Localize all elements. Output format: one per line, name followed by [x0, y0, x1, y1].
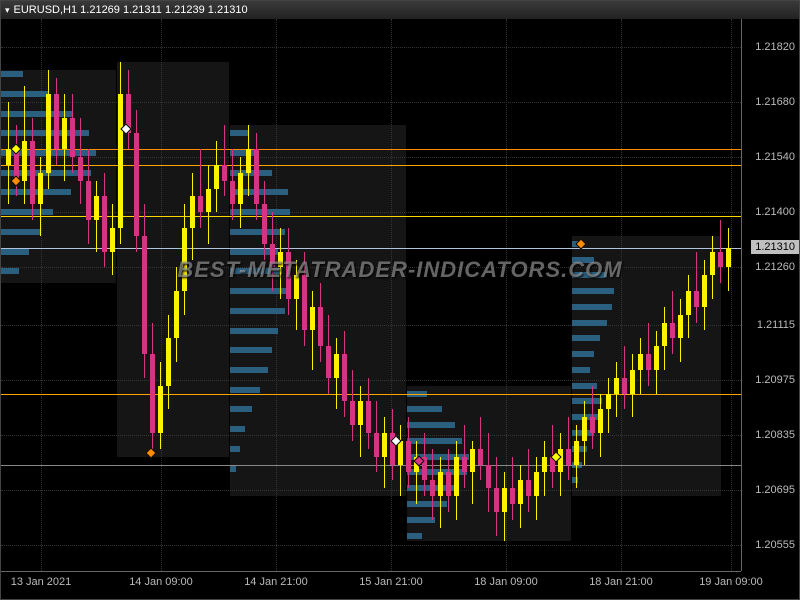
- price-tick: 1.21680: [755, 96, 795, 108]
- time-tick: 19 Jan 09:00: [699, 576, 763, 588]
- volume-profile-bar: [407, 501, 447, 507]
- volume-profile-bar: [230, 426, 245, 432]
- volume-profile-bar: [230, 446, 240, 452]
- volume-profile-bar: [230, 268, 282, 274]
- price-tick: 1.21400: [755, 206, 795, 218]
- price-tick: 1.21540: [755, 151, 795, 163]
- volume-profile-bar: [230, 308, 285, 314]
- volume-profile-bar: [1, 229, 41, 235]
- volume-profile-bar: [407, 406, 442, 412]
- price-tick: 1.20695: [755, 484, 795, 496]
- volume-profile-bar: [230, 387, 260, 393]
- horizontal-line: [1, 149, 741, 150]
- volume-profile-bar: [572, 320, 607, 326]
- price-tick: 1.21115: [757, 319, 795, 331]
- chart-window: ▾ EURUSD,H1 1.21269 1.21311 1.21239 1.21…: [0, 0, 800, 600]
- volume-profile-bar: [572, 288, 614, 294]
- volume-profile-bar: [407, 533, 422, 539]
- volume-profile-bar: [1, 130, 89, 136]
- price-tick: 1.20555: [755, 539, 795, 551]
- volume-profile-bar: [572, 477, 578, 483]
- volume-profile-bar: [230, 367, 268, 373]
- volume-profile-bar: [1, 209, 53, 215]
- volume-profile-bar: [1, 111, 73, 117]
- price-tick: 1.20975: [755, 374, 795, 386]
- time-tick: 18 Jan 21:00: [589, 576, 653, 588]
- grid-line-h: [1, 47, 741, 48]
- volume-profile-bar: [230, 229, 285, 235]
- time-tick: 18 Jan 09:00: [474, 576, 538, 588]
- current-price-tag: 1.21310: [751, 240, 799, 254]
- volume-profile-bar: [572, 351, 594, 357]
- volume-profile-bar: [572, 335, 600, 341]
- volume-profile-bar: [572, 272, 607, 278]
- price-tick: 1.21260: [755, 261, 795, 273]
- time-axis: 13 Jan 2021 14 Jan 09:00 14 Jan 21:00 15 Ja…: [1, 571, 741, 599]
- chart-title: EURUSD,H1 1.21269 1.21311 1.21239 1.2131…: [14, 4, 248, 16]
- volume-profile-bar: [572, 304, 612, 310]
- horizontal-line: [1, 465, 741, 466]
- volume-profile-bar: [572, 367, 590, 373]
- time-tick: 15 Jan 21:00: [359, 576, 423, 588]
- volume-profile-bar: [230, 466, 236, 472]
- horizontal-line: [1, 165, 741, 166]
- volume-profile-bar: [1, 71, 23, 77]
- volume-profile-bar: [572, 383, 597, 389]
- price-tick: 1.20835: [755, 429, 795, 441]
- volume-profile-bar: [230, 130, 248, 136]
- volume-profile-bar: [407, 517, 435, 523]
- price-axis: 1.21820 1.21680 1.21540 1.21400 1.21260 1.211…: [741, 19, 799, 571]
- volume-profile-bar: [230, 209, 290, 215]
- volume-profile-bar: [230, 347, 272, 353]
- title-bar: ▾ EURUSD,H1 1.21269 1.21311 1.21239 1.21…: [1, 1, 799, 19]
- volume-profile-bar: [230, 150, 255, 156]
- grid-line-v: [731, 19, 732, 571]
- volume-profile-bar: [572, 398, 602, 404]
- time-tick: 14 Jan 09:00: [129, 576, 193, 588]
- volume-profile-bar: [1, 189, 71, 195]
- volume-profile-bar: [230, 288, 290, 294]
- session-rect: [117, 62, 229, 456]
- volume-profile-bar: [230, 170, 272, 176]
- horizontal-line: [1, 394, 741, 395]
- volume-profile-bar: [230, 328, 278, 334]
- grid-line-h: [1, 545, 741, 546]
- time-tick: 14 Jan 21:00: [244, 576, 308, 588]
- dropdown-icon[interactable]: ▾: [5, 5, 10, 16]
- volume-profile-bar: [572, 257, 594, 263]
- volume-profile-bar: [1, 91, 49, 97]
- chart-area[interactable]: [1, 19, 741, 571]
- price-tick: 1.21820: [755, 41, 795, 53]
- time-tick: 13 Jan 2021: [11, 576, 72, 588]
- volume-profile-bar: [1, 249, 29, 255]
- volume-profile-bar: [230, 406, 252, 412]
- volume-profile-bar: [1, 268, 19, 274]
- volume-profile-bar: [407, 422, 455, 428]
